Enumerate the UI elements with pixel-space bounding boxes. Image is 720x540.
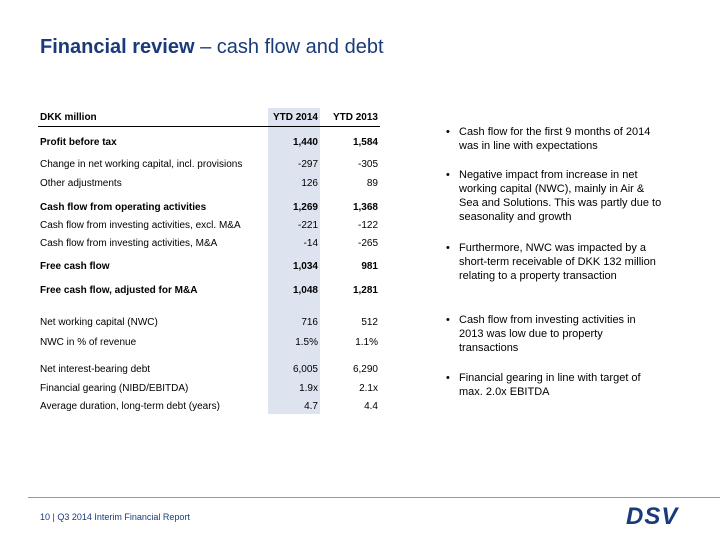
logo: DSV (626, 503, 679, 530)
row-label: Net working capital (NWC) (40, 317, 158, 328)
row-label: Net interest-bearing debt (40, 364, 151, 375)
row-label: NWC in % of revenue (40, 337, 137, 348)
cell-ytd2013: 512 (361, 317, 378, 328)
row-label: Free cash flow (40, 261, 110, 272)
title-bold: Financial review (40, 36, 195, 58)
cell-ytd2013: 1,368 (352, 202, 378, 213)
bullet-text: Financial gearing in line with target of… (459, 372, 641, 398)
bullet-text: Cash flow from investing activities in 2… (459, 314, 636, 354)
bullet: Furthermore, NWC was impacted by a short… (446, 241, 662, 283)
row-label: Cash flow from investing activities, exc… (40, 220, 241, 231)
cell-ytd2013: 1,584 (352, 137, 378, 148)
cell-ytd2013: 89 (366, 178, 378, 189)
title: Financial review – cash flow and debt (40, 36, 384, 59)
cell-ytd2013: -265 (357, 238, 378, 249)
cell-ytd2014: -221 (297, 220, 318, 231)
column-highlight (268, 108, 320, 414)
cell-ytd2013: 1,281 (352, 285, 378, 296)
cell-ytd2013: -122 (357, 220, 378, 231)
bullet: Cash flow for the first 9 months of 2014… (446, 125, 662, 153)
bullet-text: Furthermore, NWC was impacted by a short… (459, 242, 656, 282)
table-header: DKK million (40, 112, 97, 123)
cell-ytd2013: 1.1% (355, 337, 378, 348)
bullet: Negative impact from increase in net wor… (446, 168, 662, 224)
bullet: Financial gearing in line with target of… (446, 371, 662, 399)
bullet-text: Cash flow for the first 9 months of 2014… (459, 126, 651, 152)
table-header: YTD 2014 (272, 112, 318, 123)
row-label: Average duration, long-term debt (years) (40, 401, 220, 412)
row-label: Cash flow from investing activities, M&A (40, 238, 218, 249)
row-label: Change in net working capital, incl. pro… (40, 159, 243, 170)
row-label: Cash flow from operating activities (40, 202, 207, 213)
cell-ytd2014: 6,005 (292, 364, 318, 375)
cell-ytd2014: 126 (301, 178, 318, 189)
cell-ytd2014: 4.7 (304, 401, 318, 412)
cell-ytd2013: 4.4 (364, 401, 378, 412)
cell-ytd2014: 1,034 (292, 261, 318, 272)
footer-rule (28, 497, 720, 498)
cell-ytd2014: -297 (297, 159, 318, 170)
row-label: Free cash flow, adjusted for M&A (40, 285, 198, 296)
bullet: Cash flow from investing activities in 2… (446, 313, 662, 355)
bullet-text: Negative impact from increase in net wor… (459, 169, 662, 223)
footer: 10 | Q3 2014 Interim Financial Report (40, 512, 190, 522)
row-label: Financial gearing (NIBD/EBITDA) (40, 383, 189, 394)
header-rule (38, 126, 380, 127)
cell-ytd2014: 1.5% (295, 337, 318, 348)
cell-ytd2014: 1,048 (292, 285, 318, 296)
cell-ytd2013: 2.1x (359, 383, 378, 394)
cell-ytd2014: 1,269 (292, 202, 318, 213)
row-label: Other adjustments (40, 178, 122, 189)
cell-ytd2014: 716 (301, 317, 318, 328)
table-header: YTD 2013 (332, 112, 378, 123)
cell-ytd2014: 1.9x (299, 383, 318, 394)
cell-ytd2014: 1,440 (292, 137, 318, 148)
cell-ytd2013: 6,290 (352, 364, 378, 375)
cell-ytd2013: 981 (361, 261, 378, 272)
cell-ytd2014: -14 (303, 238, 318, 249)
title-rest: – cash flow and debt (200, 36, 384, 58)
cell-ytd2013: -305 (357, 159, 378, 170)
row-label: Profit before tax (40, 137, 117, 148)
